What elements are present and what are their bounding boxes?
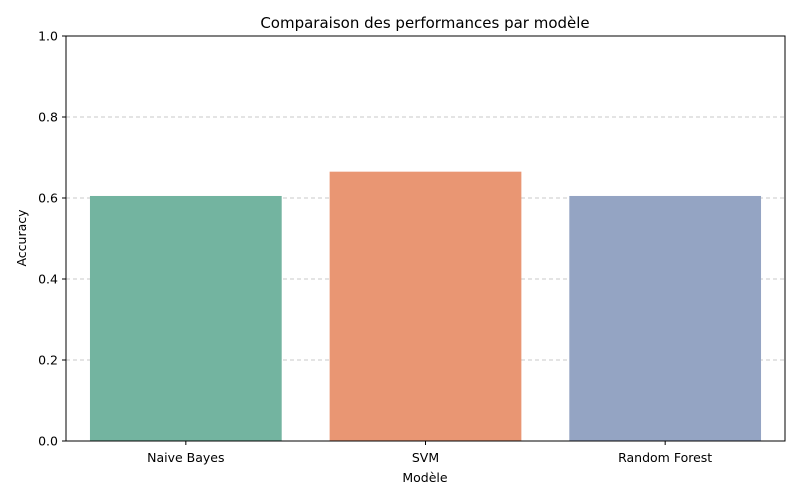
y-tick-label: 0.8 xyxy=(38,110,58,125)
y-tick-label: 0.6 xyxy=(38,191,58,206)
bar-svm xyxy=(329,171,522,442)
y-tick-label: 0.0 xyxy=(38,434,58,449)
bar-random-forest xyxy=(569,195,762,441)
y-tick-label: 0.2 xyxy=(38,353,58,368)
bar-naive-bayes xyxy=(89,195,282,441)
y-axis-ticks: 0.0 0.2 0.4 0.6 0.8 1.0 xyxy=(38,29,66,449)
chart-title: Comparaison des performances par modèle xyxy=(260,14,589,32)
y-tick-label: 0.4 xyxy=(38,272,58,287)
y-tick-label: 1.0 xyxy=(38,29,58,44)
x-tick-label: Naive Bayes xyxy=(147,450,224,465)
y-axis-label: Accuracy xyxy=(14,209,29,267)
x-tick-label: Random Forest xyxy=(618,450,712,465)
x-axis-ticks: Naive Bayes SVM Random Forest xyxy=(147,441,712,465)
x-axis-label: Modèle xyxy=(402,470,448,485)
x-tick-label: SVM xyxy=(412,450,439,465)
bars xyxy=(89,171,762,442)
